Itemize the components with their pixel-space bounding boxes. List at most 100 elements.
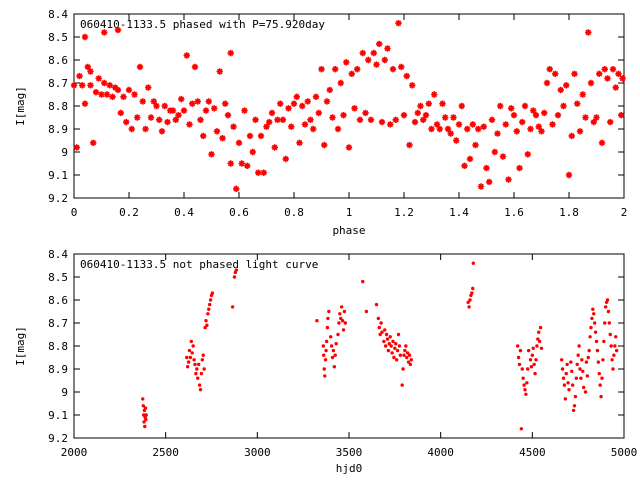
data-point: [343, 321, 348, 325]
x-tick-label: 0.8: [284, 206, 304, 219]
data-point: [539, 346, 544, 350]
y-tick-label: 9.1: [48, 169, 68, 182]
data-point: [325, 325, 330, 330]
data-point: [202, 367, 206, 371]
data-point: [576, 353, 580, 357]
data-point-core: [333, 67, 338, 71]
data-point: [208, 298, 213, 302]
data-point-core: [415, 111, 420, 115]
data-point-core: [107, 83, 112, 88]
data-point-core: [503, 122, 508, 127]
x-tick-label: 3500: [336, 446, 363, 459]
data-point: [144, 413, 148, 417]
data-point: [406, 360, 411, 364]
data-point-core: [517, 166, 522, 170]
data-point: [515, 344, 520, 348]
data-point-core: [586, 30, 591, 35]
data-point-core: [160, 129, 164, 134]
data-point-core: [283, 157, 288, 161]
data-point-core: [424, 113, 428, 117]
data-point: [567, 388, 571, 392]
data-point: [380, 330, 384, 334]
data-point: [409, 358, 414, 362]
data-point: [143, 406, 148, 410]
data-point: [210, 291, 215, 295]
data-point: [324, 339, 329, 344]
data-point-core: [451, 115, 456, 120]
data-point-core: [597, 72, 602, 76]
data-point: [398, 353, 403, 357]
data-point-core: [171, 108, 175, 113]
data-point-core: [325, 99, 329, 104]
data-point-core: [545, 81, 549, 85]
data-point-core: [399, 65, 404, 69]
data-point-core: [308, 118, 313, 122]
data-point-core: [437, 127, 442, 131]
y-tick-label: 8.7: [48, 317, 68, 330]
x-tick-label: 0: [71, 206, 78, 219]
data-point: [598, 383, 602, 387]
data-point: [578, 367, 582, 371]
data-point-core: [608, 120, 613, 124]
data-point-core: [536, 124, 541, 129]
data-point-core: [388, 122, 393, 127]
data-point-core: [102, 30, 107, 35]
data-point: [322, 353, 326, 357]
data-point: [204, 319, 208, 323]
data-point-core: [96, 76, 101, 81]
data-point-core: [118, 111, 123, 115]
data-point-core: [448, 131, 453, 136]
data-point-core: [275, 118, 280, 122]
data-point: [518, 348, 523, 353]
data-point: [533, 371, 537, 376]
data-point-core: [151, 99, 156, 104]
data-point-core: [520, 120, 525, 124]
data-point: [230, 305, 235, 309]
data-point: [200, 358, 205, 362]
data-point: [602, 339, 606, 344]
y-tick-label: 9.2: [48, 432, 68, 445]
data-point-core: [611, 67, 615, 71]
data-point-core: [355, 67, 360, 71]
data-point-core: [578, 129, 582, 134]
data-point-core: [492, 150, 497, 154]
plot-frame: [73, 253, 625, 439]
x-axis-label: phase: [332, 224, 365, 237]
data-point: [593, 330, 598, 334]
data-point: [405, 355, 409, 360]
data-point: [341, 328, 346, 332]
data-point-core: [267, 120, 272, 124]
y-tick-label: 8.5: [48, 271, 68, 284]
data-point-core: [157, 118, 162, 122]
data-point-core: [443, 115, 448, 120]
data-point-core: [245, 164, 250, 168]
data-point: [526, 348, 531, 353]
data-point: [583, 390, 588, 394]
data-point-core: [215, 129, 219, 134]
data-point: [322, 367, 326, 371]
data-point: [338, 312, 342, 316]
data-point-core: [179, 97, 184, 101]
data-point: [528, 358, 533, 362]
data-point: [614, 348, 619, 353]
data-point-core: [393, 118, 398, 122]
data-point: [201, 353, 205, 357]
data-point-core: [404, 74, 409, 78]
data-point-core: [281, 118, 285, 122]
x-tick-label: 5000: [611, 446, 638, 459]
data-point-core: [468, 157, 472, 161]
data-point-core: [558, 88, 563, 92]
data-point: [400, 383, 404, 387]
data-point: [470, 291, 474, 295]
y-tick-label: 8.7: [48, 77, 68, 90]
y-tick-label: 8.9: [48, 363, 68, 376]
data-point: [331, 348, 336, 353]
data-point-core: [602, 67, 607, 71]
data-point: [142, 420, 146, 424]
data-point: [337, 321, 341, 325]
data-point-core: [382, 58, 387, 62]
data-point-core: [600, 141, 604, 145]
data-point: [192, 358, 196, 362]
